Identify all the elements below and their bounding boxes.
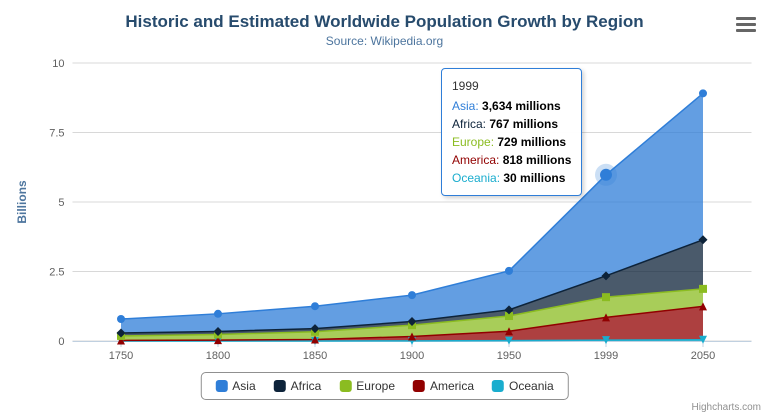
x-axis-tick-label: 1950 (497, 350, 521, 362)
legend-swatch (215, 380, 228, 392)
legend: Asia Africa Europe America Oceania (200, 372, 569, 400)
tooltip-row-europe: Europe: 729 millions (452, 133, 571, 151)
area-africa[interactable] (121, 239, 703, 336)
tooltip-series-value: 729 millions (497, 135, 567, 149)
tooltip-header: 1999 (452, 79, 479, 93)
tooltip-series-name: Africa: (452, 117, 490, 131)
legend-label: Europe (356, 379, 396, 393)
data-point-marker[interactable] (602, 336, 610, 345)
area-america[interactable] (121, 306, 703, 341)
data-point-marker[interactable] (116, 328, 126, 338)
legend-item-africa[interactable]: Africa (273, 379, 322, 393)
legend-item-oceania[interactable]: Oceania (492, 379, 554, 393)
x-axis-tick-label: 1900 (400, 350, 424, 362)
data-point-marker[interactable] (504, 305, 514, 315)
y-axis-tick-label: 2.5 (49, 267, 64, 279)
data-point-marker[interactable] (311, 302, 319, 311)
data-point-marker[interactable] (407, 316, 417, 326)
data-point-marker[interactable] (699, 89, 707, 98)
tooltip-series-name: Asia: (452, 99, 483, 113)
tooltip-row-america: America: 818 millions (452, 151, 571, 169)
data-point-marker[interactable] (505, 336, 513, 345)
markers-africa[interactable] (116, 235, 708, 338)
data-point-marker[interactable] (408, 291, 416, 300)
legend-swatch (413, 380, 426, 392)
data-point-marker[interactable] (214, 336, 222, 345)
data-point-marker[interactable] (117, 336, 125, 345)
tooltip-row-asia: Asia: 3,634 millions (452, 97, 571, 115)
data-point-marker[interactable] (408, 332, 416, 341)
tooltip-row-oceania: Oceania: 30 millions (452, 169, 571, 187)
data-point-marker[interactable] (505, 327, 513, 336)
tooltip-series-value: 818 millions (502, 153, 572, 167)
data-point-marker[interactable] (699, 302, 707, 311)
y-axis-tick-label: 0 (58, 336, 64, 348)
legend-label: America (430, 379, 475, 393)
hamburger-bar (736, 22, 756, 26)
tooltip-series-value: 767 millions (489, 117, 559, 131)
markers-america[interactable] (117, 302, 707, 345)
x-axis-tick-label: 1850 (303, 350, 327, 362)
legend-label: Africa (290, 379, 322, 393)
data-point-marker[interactable] (311, 335, 319, 344)
y-axis-tick-label: 5 (58, 197, 64, 209)
data-point-marker[interactable] (214, 309, 222, 318)
data-point-marker[interactable] (698, 235, 708, 245)
hamburger-bar (736, 28, 756, 32)
tooltip-series-name: Oceania: (452, 171, 504, 185)
x-axis-tick-label: 1800 (206, 350, 230, 362)
data-point-marker[interactable] (505, 312, 513, 321)
legend-item-asia[interactable]: Asia (215, 379, 256, 393)
tooltip-series-value: 3,634 millions (482, 99, 561, 113)
data-point-marker[interactable] (602, 313, 610, 322)
data-point-marker[interactable] (213, 326, 223, 336)
data-point-marker[interactable] (699, 335, 707, 344)
tooltip-series-name: America: (452, 153, 503, 167)
data-point-marker[interactable] (310, 324, 320, 334)
tooltip-series-value: 30 millions (503, 171, 566, 185)
data-point-marker[interactable] (601, 271, 611, 281)
tooltip-row-africa: Africa: 767 millions (452, 115, 571, 133)
y-axis-tick-label: 10 (52, 58, 64, 70)
x-axis-tick-label: 1999 (594, 350, 618, 362)
chart-subtitle: Source: Wikipedia.org (325, 34, 444, 48)
tooltip-series-name: Europe: (452, 135, 498, 149)
data-point-marker[interactable] (600, 168, 612, 181)
legend-label: Asia (232, 379, 256, 393)
data-point-marker[interactable] (602, 293, 610, 302)
x-axis-tick-label: 1750 (109, 350, 133, 362)
legend-swatch (339, 380, 352, 392)
data-point-marker[interactable] (699, 284, 707, 293)
legend-swatch (273, 380, 286, 392)
hamburger-menu-button[interactable] (733, 13, 759, 35)
legend-item-america[interactable]: America (413, 379, 474, 393)
chart-title: Historic and Estimated Worldwide Populat… (125, 12, 644, 31)
y-axis-title: Billions (15, 180, 29, 224)
hamburger-bar (736, 16, 756, 20)
legend-item-europe[interactable]: Europe (339, 379, 395, 393)
markers-asia[interactable] (117, 89, 707, 324)
x-axis-tick-label: 2050 (691, 350, 715, 362)
data-point-marker[interactable] (505, 266, 513, 275)
highcharts-credits-link[interactable]: Highcharts.com (691, 402, 761, 413)
legend-label: Oceania (509, 379, 554, 393)
tooltip: 1999 Asia: 3,634 millions Africa: 767 mil… (441, 68, 583, 196)
legend-swatch (492, 380, 505, 392)
area-asia[interactable] (121, 93, 703, 333)
data-point-marker[interactable] (117, 315, 125, 324)
y-axis-tick-label: 7.5 (49, 128, 64, 140)
